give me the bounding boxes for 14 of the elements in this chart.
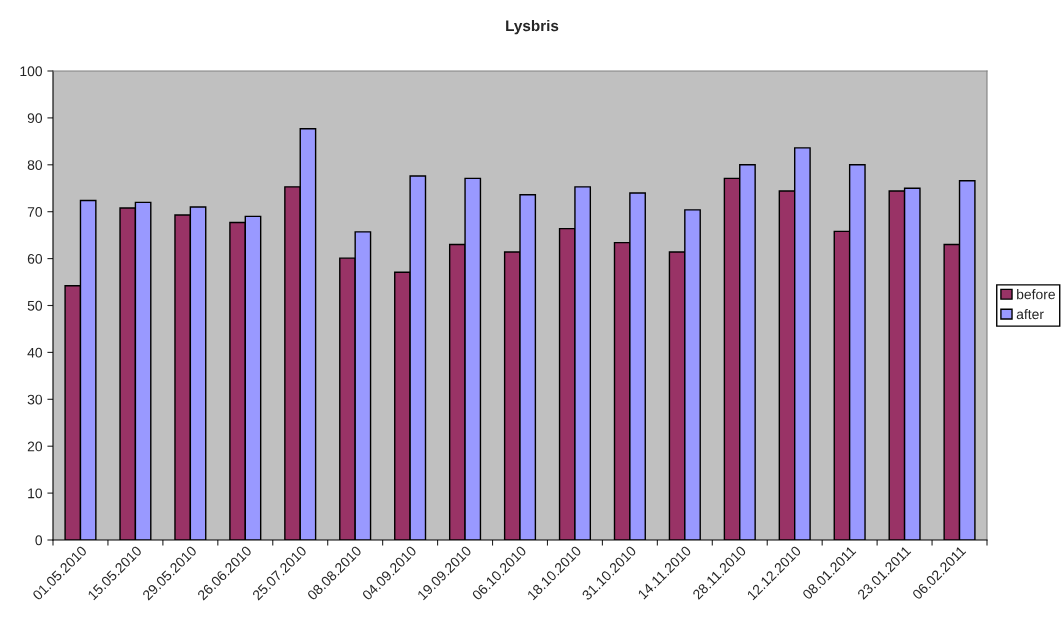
y-tick-label: 40 [27,347,43,358]
y-tick-label: 60 [27,253,43,264]
y-tick-label: 20 [27,441,43,452]
y-tick-label: 90 [27,113,43,124]
y-tick-label: 0 [35,535,43,546]
y-tick-label: 50 [27,300,43,311]
y-tick-label: 70 [27,207,43,217]
y-tick-label: 10 [28,488,43,499]
legend-label: after [1016,308,1044,320]
y-tick-label: 100 [20,66,43,77]
legend-label: before [1017,289,1055,300]
chart-title: Lysbris [506,20,559,35]
y-tick-label: 30 [27,394,43,405]
y-tick-label: 80 [27,160,43,170]
